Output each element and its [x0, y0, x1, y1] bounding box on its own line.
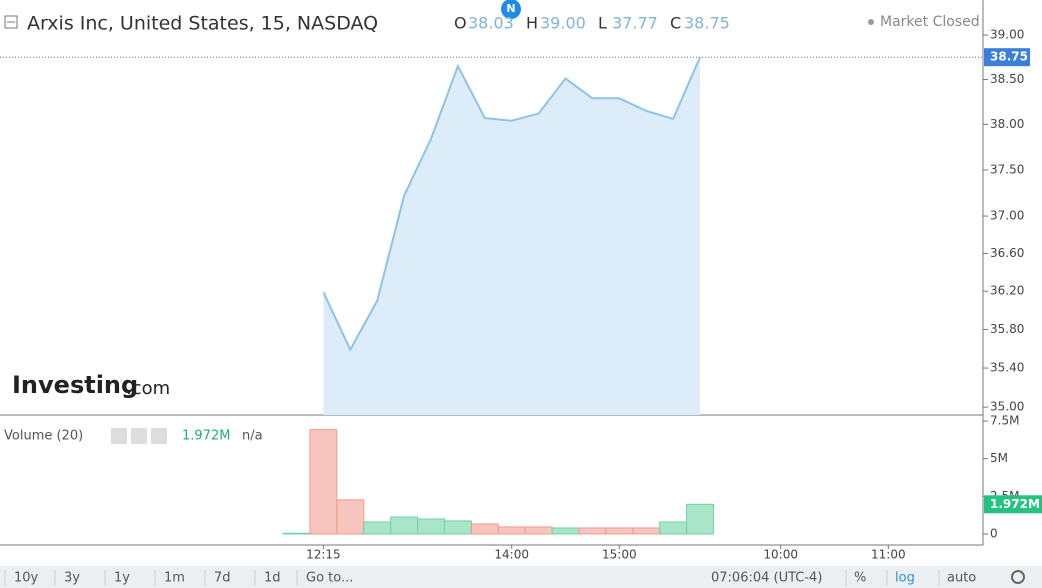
toolbar-bg [0, 566, 1042, 588]
close-icon[interactable] [151, 428, 167, 444]
x-tick-label: 11:00 [871, 548, 906, 562]
y-tick-label: 35.00 [990, 400, 1024, 414]
y-tick-label: 36.60 [990, 246, 1024, 260]
volume-bar [390, 516, 419, 535]
volume-bar [336, 499, 365, 535]
y-tick-label: 38.50 [990, 72, 1024, 86]
ohlc-value: 38.75 [684, 14, 730, 33]
clock: 07:06:04 (UTC-4) [711, 571, 822, 586]
ohlc-name: L [598, 14, 607, 33]
volume-bar [443, 520, 472, 535]
y-tick-label: 35.80 [990, 322, 1024, 336]
volume-bar [309, 429, 338, 535]
volume-name: Volume (20) [4, 429, 83, 444]
y-tick-label: 38.00 [990, 117, 1024, 131]
range-button[interactable]: 1y [114, 571, 130, 586]
x-tick-label: 10:00 [763, 548, 798, 562]
volume-bar [363, 521, 392, 535]
y-tick-label: 36.20 [990, 284, 1024, 298]
chart-title: Arxis Inc, United States, 15, NASDAQ [27, 13, 378, 35]
volume-bar [632, 527, 661, 535]
volume-bar [282, 532, 311, 535]
y-tick-label: 39.00 [990, 28, 1024, 42]
y-tick-label: 5M [990, 451, 1008, 465]
y-tick-label: 37.50 [990, 162, 1024, 176]
last-volume-box [984, 495, 1042, 514]
ohlc-name: O [454, 14, 467, 33]
settings-icon[interactable] [1011, 570, 1025, 584]
logo-suffix: .com [126, 378, 170, 399]
range-button[interactable]: 1d [264, 571, 281, 586]
ohlc-value: 37.77 [612, 14, 658, 33]
volume-bar [470, 523, 499, 535]
price-area [323, 57, 700, 416]
y-tick-label: 35.40 [990, 361, 1024, 375]
volume-bar [686, 503, 714, 535]
volume-bar [659, 521, 688, 535]
volume-extra: n/a [242, 429, 263, 444]
news-badge-label: N [506, 2, 515, 15]
last-price-label: 38.75 [990, 50, 1028, 64]
eye-icon[interactable] [111, 428, 127, 444]
ohlc-name: H [526, 14, 538, 33]
gear-icon[interactable] [131, 428, 147, 444]
collapse-icon[interactable] [4, 15, 18, 29]
range-button[interactable]: Go to... [306, 571, 353, 586]
x-tick-label: 15:00 [602, 548, 637, 562]
volume-bar [578, 527, 607, 535]
y-tick-label: 7.5M [990, 414, 1019, 428]
option-button[interactable]: auto [947, 571, 976, 586]
volume-legend-value: 1.972M [182, 429, 230, 444]
option-button[interactable]: log [895, 571, 915, 586]
range-button[interactable]: 7d [214, 571, 231, 586]
last-price-box [984, 48, 1030, 67]
volume-bar [551, 527, 580, 535]
range-button[interactable]: 3y [64, 571, 80, 586]
status-dot [868, 19, 874, 25]
x-tick-label: 14:00 [494, 548, 529, 562]
range-button[interactable]: 1m [164, 571, 185, 586]
ohlc-value: 39.00 [540, 14, 586, 33]
ohlc-name: C [670, 14, 681, 33]
last-volume-label: 1.972M [990, 497, 1040, 511]
volume-bar [524, 526, 553, 535]
market-status: Market Closed [880, 14, 980, 30]
x-tick-label: 12:15 [306, 548, 341, 562]
news-badge[interactable] [501, 0, 521, 19]
volume-bar [497, 526, 526, 535]
ohlc-value: 38.03 [468, 14, 514, 33]
volume-bar [417, 518, 445, 535]
logo: Investing [12, 371, 138, 399]
volume-bar [605, 527, 634, 535]
y-tick-label: 0 [990, 527, 998, 541]
y-tick-label: 37.00 [990, 209, 1024, 223]
range-button[interactable]: 10y [14, 571, 39, 586]
option-button[interactable]: % [854, 571, 866, 586]
price-line [322, 56, 701, 352]
